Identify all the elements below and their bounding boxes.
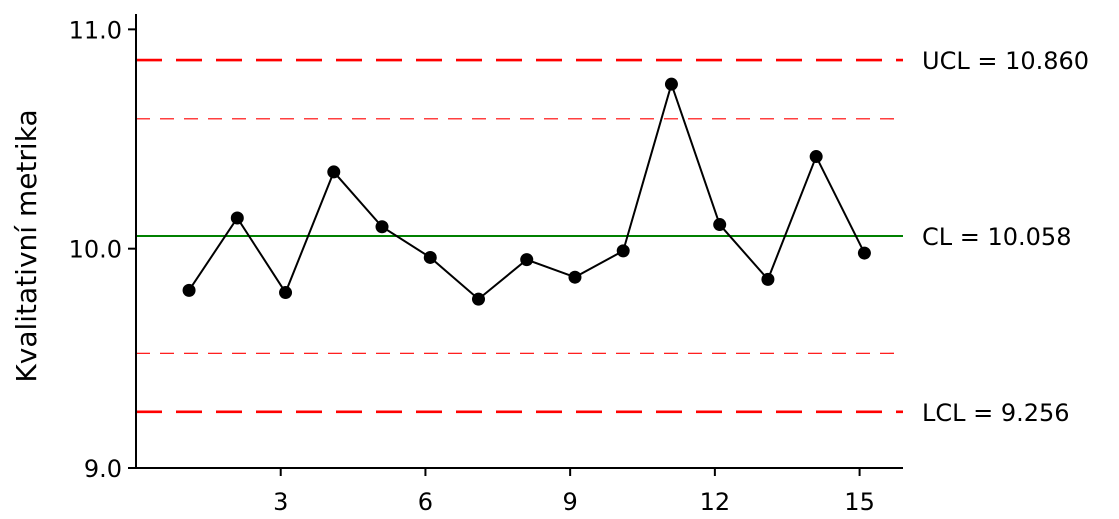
x-tick-label: 6 bbox=[418, 488, 433, 516]
ucl-label: UCL = 10.860 bbox=[922, 47, 1089, 75]
data-point bbox=[761, 272, 775, 286]
data-point bbox=[423, 250, 437, 264]
axes: 3 6 9 12 15 9.0 10.0 11.0 bbox=[69, 14, 903, 516]
y-axis-label: Kvalitativní metrika bbox=[10, 109, 43, 382]
x-tick-label: 15 bbox=[844, 488, 875, 516]
data-point bbox=[375, 220, 389, 234]
x-tick-label: 9 bbox=[563, 488, 578, 516]
data-point bbox=[230, 211, 244, 225]
labels: Kvalitativní metrika UCL = 10.860 CL = 10… bbox=[10, 47, 1089, 427]
series-line bbox=[188, 80, 866, 301]
data-series bbox=[182, 77, 871, 306]
data-point bbox=[471, 292, 485, 306]
lcl-label: LCL = 9.256 bbox=[922, 399, 1070, 427]
y-tick-label: 10.0 bbox=[69, 236, 122, 264]
data-point bbox=[713, 218, 727, 232]
data-point bbox=[327, 165, 341, 179]
data-point bbox=[279, 286, 293, 300]
data-point bbox=[520, 253, 534, 267]
x-tick-label: 12 bbox=[700, 488, 731, 516]
y-tick-label: 9.0 bbox=[84, 455, 122, 483]
control-lines bbox=[136, 58, 903, 414]
data-point bbox=[664, 77, 678, 91]
x-tick-label: 3 bbox=[273, 488, 288, 516]
data-point bbox=[616, 244, 630, 258]
y-tick-label: 11.0 bbox=[69, 16, 122, 44]
data-point bbox=[857, 246, 871, 260]
data-point bbox=[182, 283, 196, 297]
data-point bbox=[568, 270, 582, 284]
cl-label: CL = 10.058 bbox=[922, 223, 1071, 251]
data-point bbox=[809, 150, 823, 164]
